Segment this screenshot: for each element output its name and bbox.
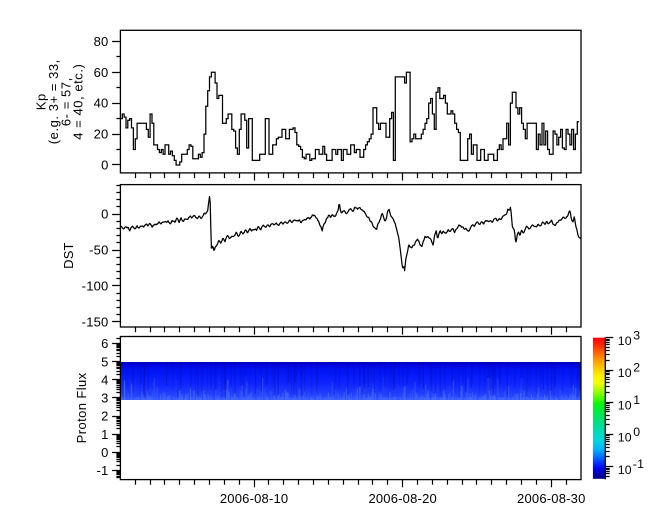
svg-text:2006-08-30: 2006-08-30	[517, 491, 586, 506]
svg-text:2006-08-20: 2006-08-20	[368, 491, 437, 506]
svg-text:1: 1	[633, 393, 640, 407]
svg-text:0: 0	[101, 445, 108, 460]
svg-text:4: 4	[101, 372, 108, 387]
svg-text:-50: -50	[89, 243, 108, 258]
svg-text:0: 0	[101, 207, 108, 222]
svg-text:4 = 40, etc.): 4 = 40, etc.)	[71, 64, 86, 140]
svg-text:20: 20	[94, 127, 109, 142]
svg-text:3: 3	[101, 391, 108, 406]
svg-text:10: 10	[618, 366, 632, 380]
svg-text:2: 2	[101, 409, 108, 424]
svg-text:2006-08-10: 2006-08-10	[220, 491, 289, 506]
svg-text:-1: -1	[633, 457, 644, 471]
svg-text:Kp: Kp	[34, 93, 49, 110]
svg-text:-1: -1	[97, 463, 109, 478]
svg-text:10: 10	[618, 398, 632, 412]
svg-text:2: 2	[633, 361, 640, 375]
svg-text:(e.g. 3+ = 33,: (e.g. 3+ = 33,	[46, 59, 61, 144]
svg-text:0: 0	[633, 425, 640, 439]
svg-text:0: 0	[101, 158, 108, 173]
svg-text:-100: -100	[82, 279, 109, 294]
svg-text:6: 6	[101, 336, 108, 351]
svg-text:10: 10	[618, 431, 632, 445]
svg-text:DST: DST	[61, 242, 76, 269]
svg-text:80: 80	[94, 34, 109, 49]
svg-text:60: 60	[94, 65, 109, 80]
svg-text:6- = 57,: 6- = 57,	[58, 77, 73, 126]
svg-text:5: 5	[101, 354, 108, 369]
svg-text:Proton Flux: Proton Flux	[74, 372, 89, 443]
svg-text:1: 1	[101, 427, 108, 442]
svg-text:10: 10	[618, 334, 632, 348]
svg-text:10: 10	[618, 463, 632, 477]
svg-text:-150: -150	[82, 314, 109, 329]
svg-text:3: 3	[633, 328, 640, 342]
svg-text:40: 40	[94, 96, 109, 111]
